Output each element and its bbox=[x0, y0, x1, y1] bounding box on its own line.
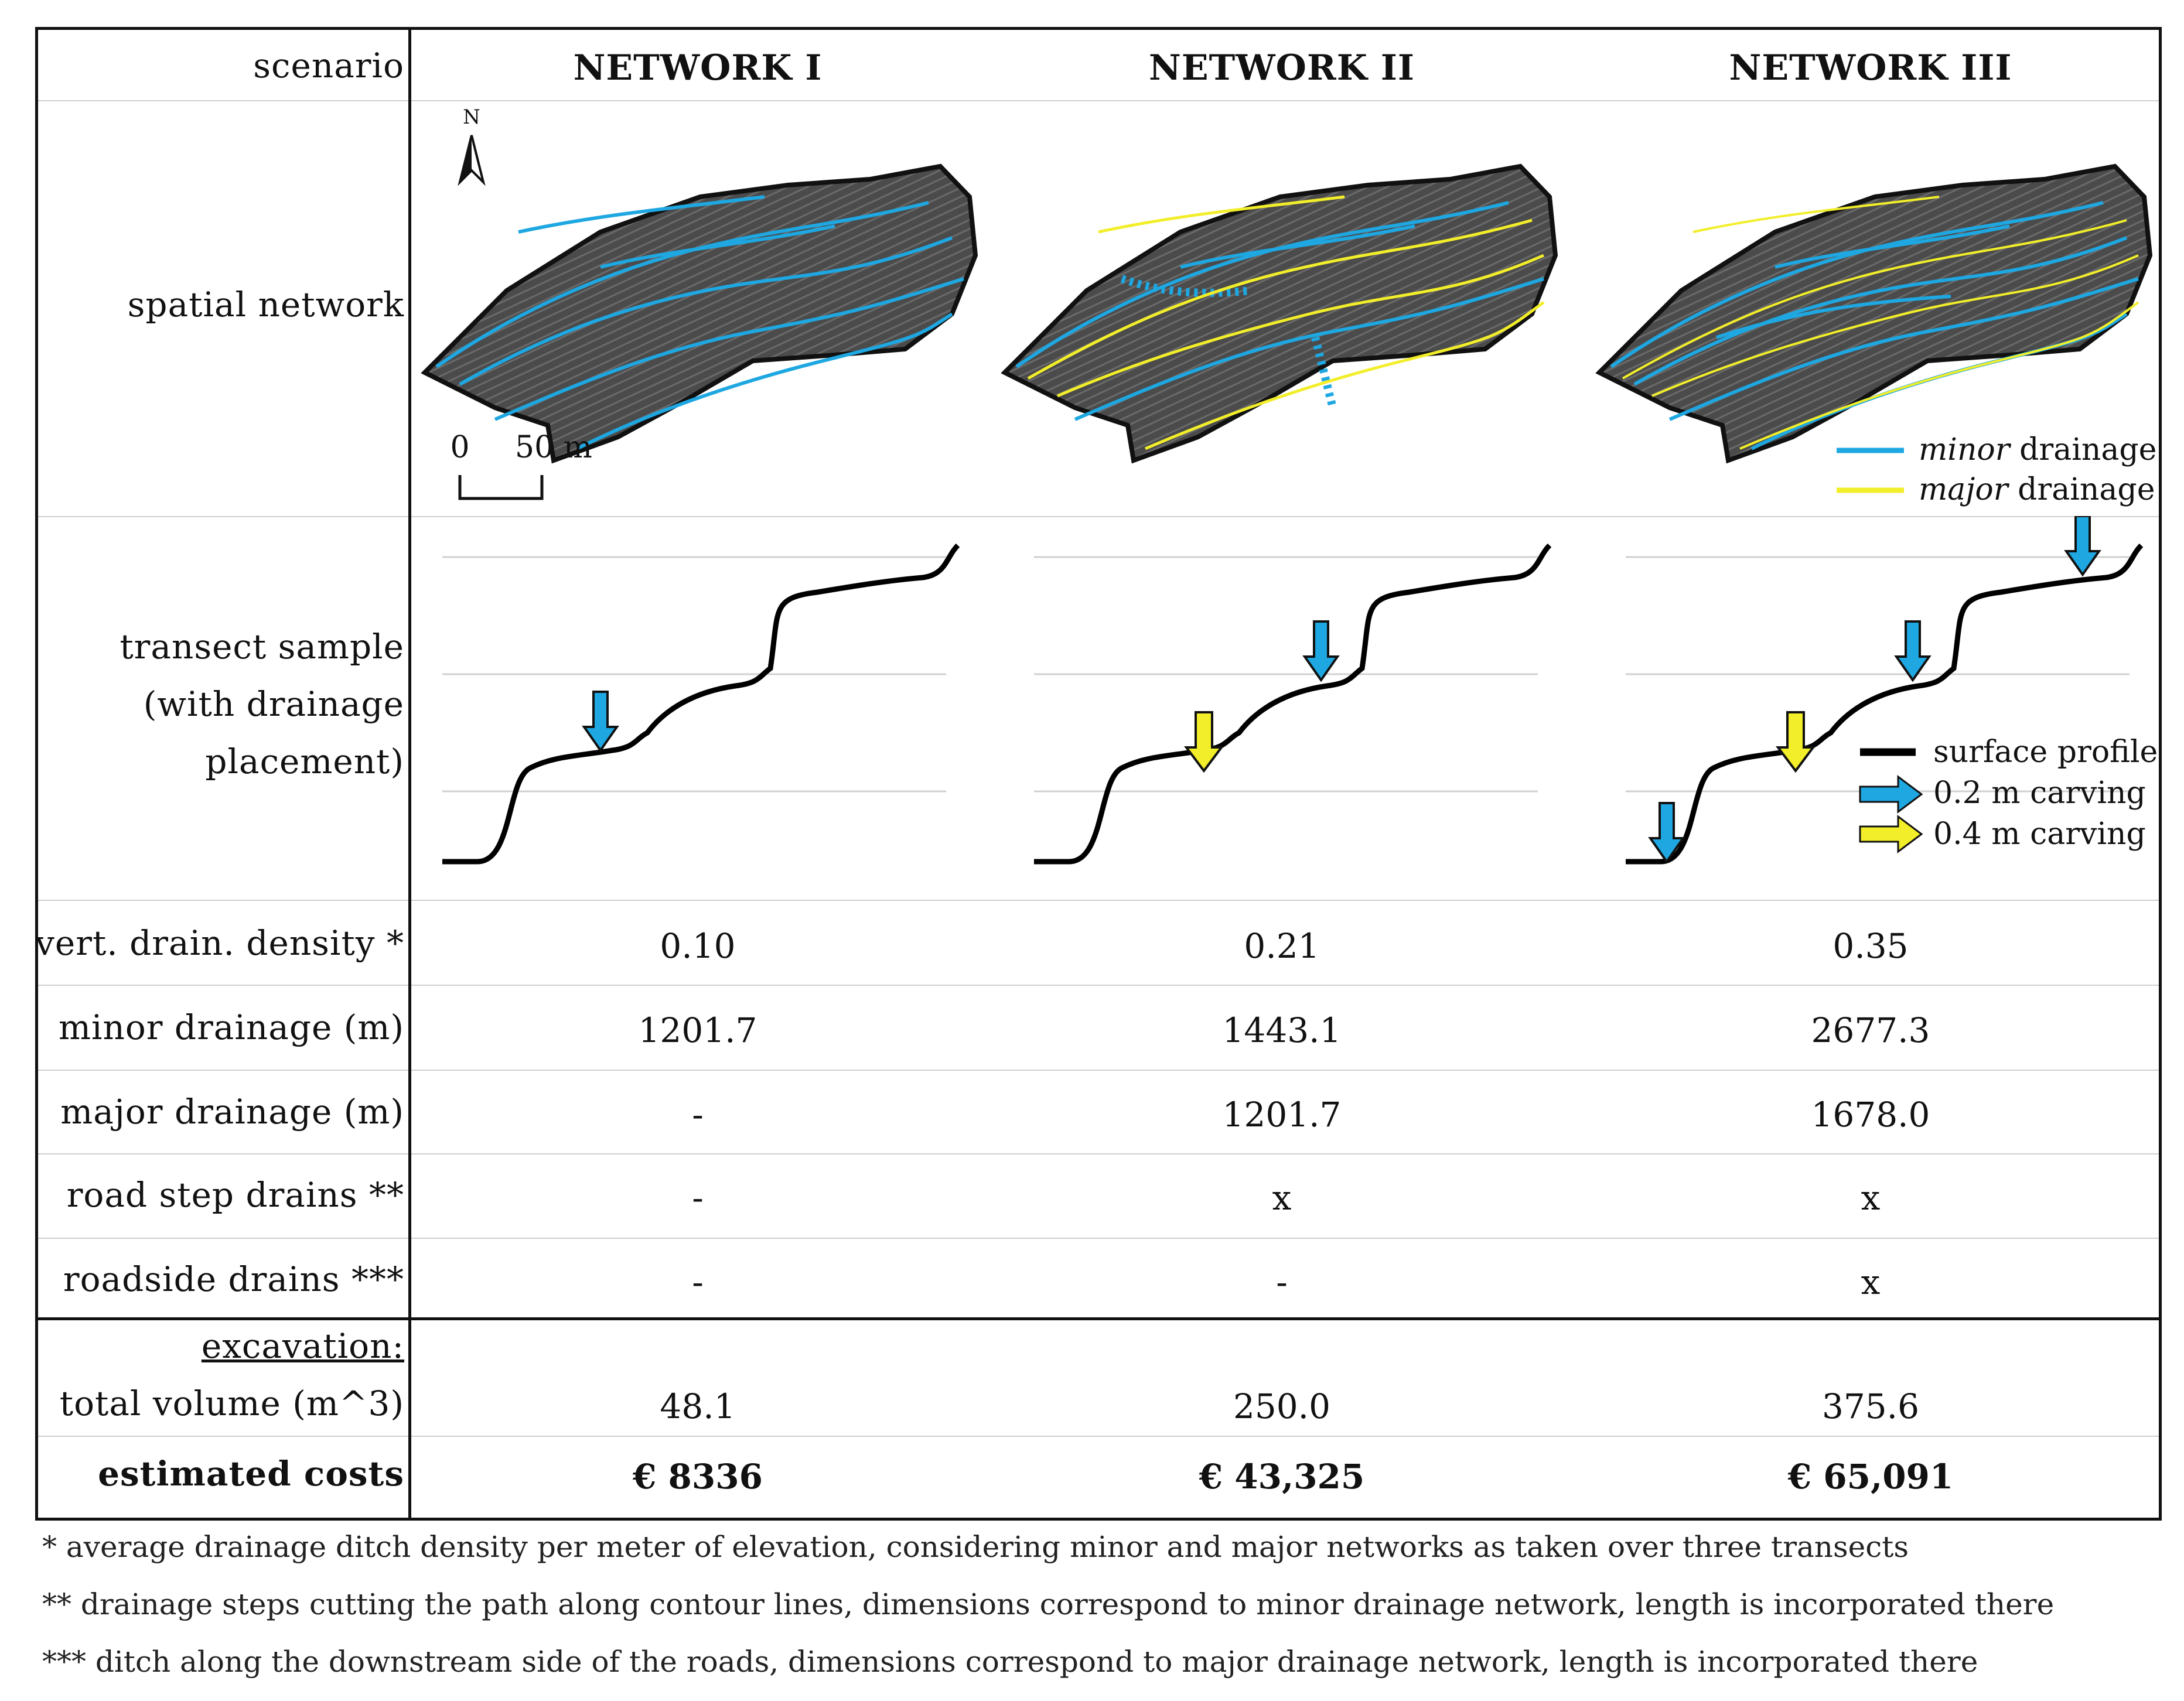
roadside-drains-value: - bbox=[692, 1262, 704, 1302]
row-divider bbox=[38, 100, 2159, 101]
density-value: 0.35 bbox=[1832, 926, 1909, 966]
svg-text:50 m: 50 m bbox=[515, 430, 592, 465]
estimated-costs-value: € 8336 bbox=[633, 1457, 763, 1497]
header-network-1: NETWORK I bbox=[573, 47, 823, 88]
arrow-0.2m-icon bbox=[1894, 620, 1932, 682]
footnote-1: * average drainage ditch density per met… bbox=[42, 1530, 1909, 1564]
arrow-0.4m-icon bbox=[1776, 711, 1816, 773]
major-drainage-value: 1201.7 bbox=[1222, 1095, 1342, 1135]
transect-network-1 bbox=[442, 545, 958, 862]
transect-network-2 bbox=[1034, 545, 1550, 862]
row-divider bbox=[38, 1153, 2159, 1155]
legend-0.4m-arrow-icon bbox=[1859, 815, 1923, 853]
legend-profile-text: surface profile bbox=[1933, 735, 2158, 770]
footnote-2: ** drainage steps cutting the path along… bbox=[42, 1587, 2055, 1621]
section-divider bbox=[38, 1317, 2159, 1320]
major-drainage-value: 1678.0 bbox=[1811, 1095, 1930, 1135]
row-divider bbox=[38, 900, 2159, 901]
svg-text:N: N bbox=[463, 105, 480, 129]
transect-samples: surface profile 0.2 m carving 0.4 m carv… bbox=[38, 516, 2158, 900]
row-divider bbox=[38, 1070, 2159, 1071]
total-volume-value: 250.0 bbox=[1233, 1386, 1331, 1426]
total-volume-value: 375.6 bbox=[1821, 1386, 1920, 1426]
legend-0.2m-text: 0.2 m carving bbox=[1933, 776, 2146, 811]
major-drainage-lines bbox=[1622, 196, 2139, 450]
map-legend: minor drainage major drainage bbox=[1837, 432, 2156, 507]
density-value: 0.10 bbox=[660, 926, 736, 966]
estimated-costs-value: € 43,325 bbox=[1199, 1457, 1365, 1497]
arrow-0.4m-icon bbox=[1184, 711, 1224, 773]
map-network-2 bbox=[1005, 166, 1555, 460]
legend-0.2m-arrow-icon bbox=[1859, 775, 1923, 814]
density-value: 0.21 bbox=[1244, 926, 1320, 966]
minor-drainage-value: 2677.3 bbox=[1811, 1010, 1930, 1050]
transect-network-3 bbox=[1626, 516, 2141, 862]
row-divider bbox=[38, 1238, 2159, 1239]
road-step-drains-value: - bbox=[692, 1178, 704, 1218]
major-drainage-label: major drainage (m) bbox=[60, 1092, 404, 1132]
total-volume-value: 48.1 bbox=[660, 1386, 736, 1426]
north-arrow: N bbox=[458, 105, 486, 186]
row-divider bbox=[38, 985, 2159, 986]
row-divider bbox=[38, 516, 2159, 517]
density-label: vert. drain. density * bbox=[35, 923, 404, 963]
major-drainage-lines bbox=[1027, 195, 1545, 450]
minor-drainage-value: 1443.1 bbox=[1222, 1010, 1342, 1050]
results-table: scenario NETWORK I NETWORK II NETWORK II… bbox=[35, 27, 2162, 1521]
legend-0.4m-text: 0.4 m carving bbox=[1933, 817, 2146, 852]
spatial-network-label: spatial network bbox=[127, 285, 404, 325]
transect-label-line2: (with drainage bbox=[143, 684, 404, 724]
arrow-0.2m-icon bbox=[2064, 516, 2101, 577]
estimated-costs-label: estimated costs bbox=[98, 1454, 404, 1494]
column-divider bbox=[408, 30, 411, 1518]
total-volume-label: total volume (m^3) bbox=[59, 1384, 404, 1423]
road-step-drains-value: x bbox=[1861, 1178, 1881, 1218]
roadside-drains-value: - bbox=[1276, 1262, 1288, 1302]
arrow-0.2m-icon bbox=[1648, 802, 1685, 864]
estimated-costs-value: € 65,091 bbox=[1787, 1457, 1954, 1497]
legend-minor-text: minor drainage bbox=[1919, 432, 2156, 467]
spatial-network-maps: N 0 50 m bbox=[38, 105, 2156, 507]
scenario-label: scenario bbox=[253, 46, 404, 86]
minor-drainage-lines bbox=[435, 195, 964, 450]
footnote-3: *** ditch along the downstream side of t… bbox=[42, 1645, 1978, 1679]
arrow-0.2m-icon bbox=[1302, 620, 1340, 682]
svg-text:0: 0 bbox=[450, 430, 469, 465]
transect-label-line3: placement) bbox=[205, 742, 404, 781]
header-network-2: NETWORK II bbox=[1149, 47, 1415, 88]
scale-bar: 0 50 m bbox=[450, 430, 592, 500]
excavation-label: excavation: bbox=[201, 1326, 404, 1366]
transect-legend: surface profile 0.2 m carving 0.4 m carv… bbox=[1859, 735, 2158, 853]
header-network-3: NETWORK III bbox=[1729, 47, 2012, 88]
roadside-drains-value: x bbox=[1861, 1262, 1881, 1302]
minor-drainage-value: 1201.7 bbox=[638, 1010, 757, 1050]
minor-drainage-label: minor drainage (m) bbox=[58, 1007, 404, 1047]
roadside-drains-label: roadside drains *** bbox=[63, 1259, 404, 1299]
transect-label-line1: transect sample bbox=[120, 627, 404, 667]
minor-drainage-lines bbox=[1015, 201, 1544, 421]
map-network-3 bbox=[1599, 166, 2150, 460]
road-step-drains-label: road step drains ** bbox=[66, 1175, 404, 1215]
arrow-0.2m-icon bbox=[582, 691, 619, 753]
legend-major-text: major drainage bbox=[1919, 472, 2155, 507]
map-network-1 bbox=[425, 166, 975, 460]
major-drainage-value: - bbox=[692, 1095, 704, 1135]
row-divider bbox=[38, 1436, 2159, 1437]
road-step-drains-value: x bbox=[1272, 1178, 1292, 1218]
